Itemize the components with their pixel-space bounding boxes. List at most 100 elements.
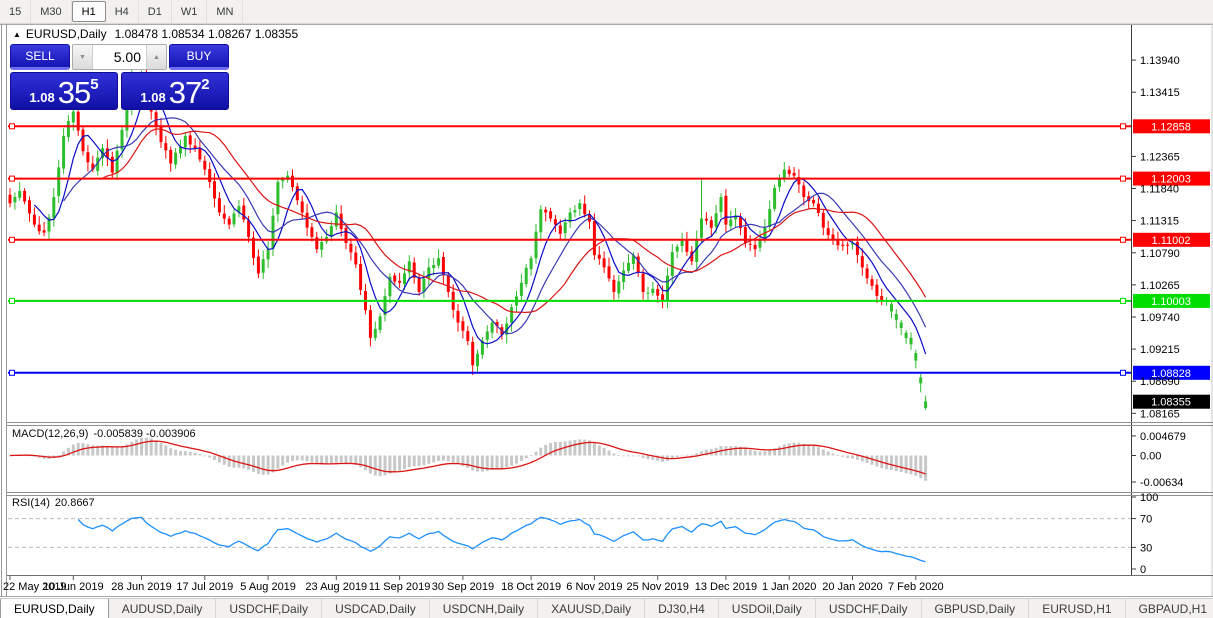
tab-usdchf-daily-2[interactable]: USDCHF,Daily	[216, 599, 323, 618]
volume-spinner: ▼ ▲	[72, 44, 167, 70]
tab-usdchf-daily-8[interactable]: USDCHF,Daily	[816, 599, 922, 618]
tab-gbpaud-h1-11[interactable]: GBPAUD,H1	[1126, 599, 1213, 618]
svg-text:1.10790: 1.10790	[1140, 248, 1180, 260]
sell-price-sup: 5	[90, 76, 99, 93]
svg-text:18 Oct 2019: 18 Oct 2019	[501, 581, 561, 593]
volume-input[interactable]	[93, 45, 146, 69]
svg-text:0.00: 0.00	[1140, 451, 1161, 463]
svg-text:0: 0	[1140, 564, 1146, 576]
svg-text:1 Jan 2020: 1 Jan 2020	[762, 581, 816, 593]
svg-text:25 Nov 2019: 25 Nov 2019	[627, 581, 689, 593]
svg-text:100: 100	[1140, 492, 1158, 504]
svg-text:5 Aug 2019: 5 Aug 2019	[240, 581, 296, 593]
svg-text:30 Sep 2019: 30 Sep 2019	[432, 581, 494, 593]
timeframe-h1[interactable]: H1	[71, 1, 106, 22]
timeframe-h4[interactable]: H4	[106, 0, 139, 23]
timeframe-w1[interactable]: W1	[172, 0, 208, 23]
svg-text:6 Nov 2019: 6 Nov 2019	[566, 581, 622, 593]
svg-text:1.08690: 1.08690	[1140, 376, 1180, 388]
rsi-name: RSI(14)	[12, 497, 50, 509]
price-axis: 1.13940 1.13415 1.12365 1.11840 1.11315 1.107…	[1131, 55, 1210, 420]
svg-text:30: 30	[1140, 542, 1152, 554]
timeframe-15[interactable]: 15	[0, 0, 32, 23]
chevron-up-icon: ▲	[153, 53, 160, 61]
svg-text:1.11840: 1.11840	[1140, 184, 1179, 196]
buy-price-display[interactable]: 1.08 37 2	[121, 72, 229, 110]
svg-text:1.12003: 1.12003	[1151, 174, 1191, 186]
timeframe-m30[interactable]: M30	[31, 0, 72, 23]
timeframe-toolbar: 15 M30 H1 H4 D1 W1 MN	[0, 0, 1213, 24]
svg-text:1.09215: 1.09215	[1140, 344, 1180, 356]
horizontal-line-1.10003[interactable]: 1.10003	[8, 293, 1210, 308]
buy-price-big: 37	[168, 75, 202, 111]
svg-text:20 Jan 2020: 20 Jan 2020	[822, 581, 883, 593]
tab-usdcad-daily-3[interactable]: USDCAD,Daily	[322, 599, 430, 618]
rsi-value: 20.8667	[54, 497, 95, 509]
svg-text:70: 70	[1140, 514, 1152, 526]
chart-window-frame	[0, 24, 1213, 597]
tab-xauusd-daily-5[interactable]: XAUUSD,Daily	[538, 599, 646, 618]
horizontal-line-1.08828[interactable]: 1.08828	[8, 365, 1210, 380]
tab-dj30-h4-6[interactable]: DJ30,H4	[645, 599, 719, 618]
svg-text:10 Jun 2019: 10 Jun 2019	[43, 581, 104, 593]
svg-text:7 Feb 2020: 7 Feb 2020	[888, 581, 944, 593]
svg-text:1.11002: 1.11002	[1152, 235, 1191, 247]
timeframe-mn[interactable]: MN	[207, 0, 244, 23]
svg-text:1.13415: 1.13415	[1140, 87, 1180, 99]
svg-text:1.10003: 1.10003	[1151, 296, 1191, 308]
tab-eurusd-h1-10[interactable]: EURUSD,H1	[1029, 599, 1126, 618]
svg-text:1.08355: 1.08355	[1151, 397, 1191, 409]
symbol-period-label: EURUSD,Daily	[25, 27, 107, 41]
svg-text:0.004679: 0.004679	[1140, 431, 1186, 443]
chart-title: ▲ EURUSD,Daily 1.08478 1.08534 1.08267 1.0…	[13, 27, 298, 41]
svg-text:23 Aug 2019: 23 Aug 2019	[305, 581, 367, 593]
candlestick-series	[8, 62, 928, 410]
svg-text:22 May 2019: 22 May 2019	[3, 581, 67, 593]
svg-text:11 Sep 2019: 11 Sep 2019	[369, 581, 431, 593]
svg-text:17 Jul 2019: 17 Jul 2019	[176, 581, 233, 593]
svg-text:1.08828: 1.08828	[1151, 368, 1191, 380]
volume-increase-button[interactable]: ▲	[146, 45, 166, 69]
horizontal-line-1.12003[interactable]: 1.12003	[8, 171, 1210, 186]
buy-price-sup: 2	[201, 76, 210, 93]
svg-text:28 Jun 2019: 28 Jun 2019	[111, 581, 172, 593]
svg-text:1.08165: 1.08165	[1140, 408, 1180, 420]
ohlc-values: 1.08478 1.08534 1.08267 1.08355	[114, 27, 299, 41]
chevron-down-icon: ▼	[79, 53, 86, 61]
svg-text:1.10265: 1.10265	[1140, 280, 1180, 292]
macd-values: -0.005839 -0.003906	[93, 428, 196, 440]
macd-name: MACD(12,26,9)	[12, 428, 89, 440]
svg-text:1.09740: 1.09740	[1140, 312, 1180, 324]
horizontal-line-1.11002[interactable]: 1.11002	[8, 232, 1210, 247]
buy-price-base: 1.08	[140, 90, 166, 106]
tab-gbpusd-daily-9[interactable]: GBPUSD,Daily	[922, 599, 1030, 618]
rsi-indicator-label: RSI(14) 20.8667	[12, 497, 95, 509]
current-price-badge	[1133, 394, 1210, 409]
svg-text:13 Dec 2019: 13 Dec 2019	[695, 581, 757, 593]
tab-eurusd-daily-0[interactable]: EURUSD,Daily	[0, 599, 109, 618]
sell-price-base: 1.08	[29, 90, 55, 106]
svg-text:1.12858: 1.12858	[1151, 121, 1191, 133]
tab-usdcnh-daily-4[interactable]: USDCNH,Daily	[430, 599, 539, 618]
tab-audusd-daily-1[interactable]: AUDUSD,Daily	[109, 599, 217, 618]
volume-decrease-button[interactable]: ▼	[73, 45, 93, 69]
sell-button[interactable]: SELL	[10, 44, 70, 70]
sell-price-display[interactable]: 1.08 35 5	[10, 72, 118, 110]
collapse-trade-panel-icon[interactable]: ▲	[13, 30, 21, 39]
macd-indicator-label: MACD(12,26,9) -0.005839 -0.003906	[12, 428, 196, 440]
svg-text:1.12365: 1.12365	[1140, 151, 1180, 163]
rsi-pane: 100 70 30 0	[8, 492, 1158, 576]
moving-average-lines	[33, 91, 927, 355]
horizontal-line-1.12858[interactable]: 1.12858	[8, 119, 1210, 134]
chart-tab-bar: EURUSD,Daily AUDUSD,Daily USDCHF,Daily USDC…	[0, 598, 1213, 618]
sell-price-big: 35	[57, 75, 91, 111]
svg-text:-0.00634: -0.00634	[1140, 477, 1183, 489]
buy-button[interactable]: BUY	[169, 44, 229, 70]
timeframe-d1[interactable]: D1	[139, 0, 172, 23]
svg-text:1.11315: 1.11315	[1140, 216, 1179, 228]
svg-text:1.13940: 1.13940	[1140, 55, 1180, 67]
tab-usdoil-daily-7[interactable]: USDOil,Daily	[719, 599, 816, 618]
